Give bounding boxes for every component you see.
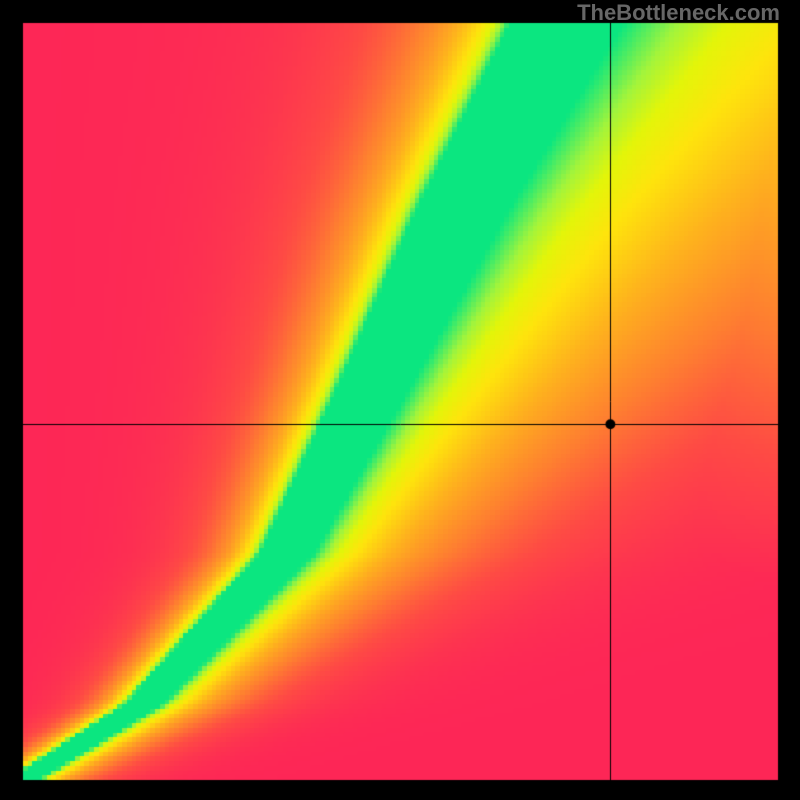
heatmap-canvas — [0, 0, 800, 800]
chart-root: TheBottleneck.com — [0, 0, 800, 800]
watermark-text: TheBottleneck.com — [577, 0, 780, 26]
